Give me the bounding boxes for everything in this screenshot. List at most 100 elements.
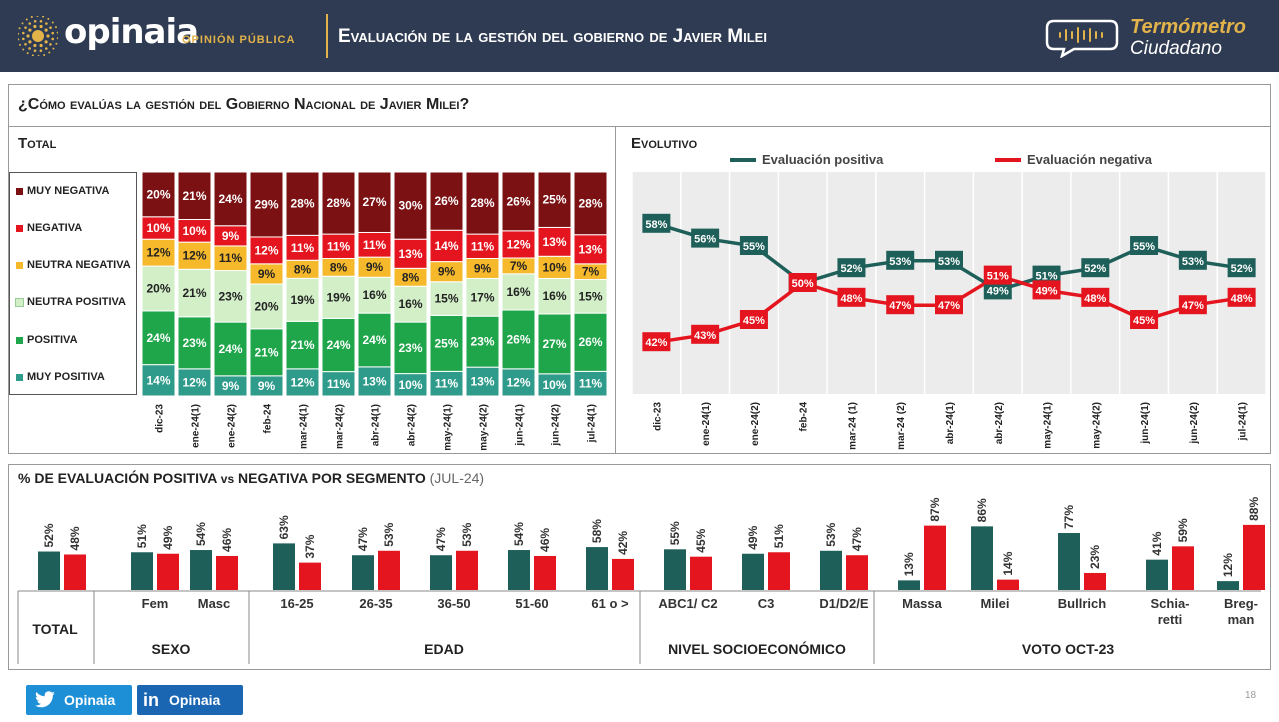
stacked-bar-segment (321, 171, 356, 235)
x-tick-label: feb-24 (263, 404, 274, 434)
segment-bar-value: 88% (1247, 497, 1261, 521)
stacked-bar-segment (177, 171, 212, 221)
sun-dot (45, 22, 48, 25)
stacked-bar-value: 12% (506, 237, 530, 251)
sun-dot (43, 54, 46, 56)
data-label: 45% (743, 315, 765, 327)
data-label: 45% (1133, 315, 1155, 327)
legend-swatch (16, 261, 23, 269)
legend-label: MUY NEGATIVA (27, 185, 110, 197)
stacked-bar-value: 24% (218, 342, 242, 356)
segment-category-label: 16-25 (280, 596, 313, 611)
legend-line (730, 157, 756, 162)
stacked-bar-segment (465, 233, 500, 259)
legend-item-muy-negativa: MUY NEGATIVA (16, 185, 110, 197)
stacked-bar-segment (429, 370, 464, 397)
stacked-bar-segment (393, 171, 428, 240)
sun-dot (26, 52, 29, 55)
stacked-bar-segment (357, 231, 392, 258)
legend-item-muy-positiva: MUY POSITIVA (16, 371, 105, 383)
segment-title-period: (JUL-24) (429, 470, 485, 486)
x-tick-label: abr-24(2) (407, 404, 418, 446)
linkedin-icon: in (143, 689, 159, 710)
stacked-bar-segment (177, 316, 212, 370)
segment-title-b: NEGATIVA POR SEGMENTO (238, 470, 426, 486)
segment-bar (157, 553, 179, 590)
stacked-bar-value: 28% (290, 197, 314, 211)
stacked-bar-segment (285, 234, 320, 261)
stacked-bar-value: 11% (579, 377, 603, 391)
data-label: 52% (1084, 263, 1106, 275)
segment-bar (1058, 533, 1080, 590)
segment-bar (38, 551, 60, 590)
header-divider (326, 14, 328, 58)
segment-bar-value: 55% (668, 521, 682, 545)
stacked-bar-value: 11% (219, 251, 243, 265)
evo-legend-negative: Evaluación negativa (995, 152, 1152, 167)
stacked-bar-value: 13% (398, 247, 422, 261)
stacked-bar-value: 11% (291, 241, 315, 255)
segment-bar (1172, 546, 1194, 590)
segment-bar-chart: 52% 48% 51% 49% Fem 54% 46% Masc 63% 37% 16-25 47% 5… (17, 497, 1265, 664)
stacked-bar-value: 26% (506, 332, 530, 346)
sun-dot (36, 16, 39, 18)
data-label: 51% (987, 271, 1009, 283)
segment-bar-value: 51% (772, 524, 786, 548)
segment-bar-value: 49% (161, 525, 175, 549)
data-label: 48% (1084, 293, 1106, 305)
sun-dot (25, 18, 28, 21)
stacked-bar-value: 12% (182, 249, 206, 263)
sun-dot (49, 26, 52, 30)
segment-bar (768, 552, 790, 590)
twitter-button[interactable]: Opinaia (26, 685, 132, 715)
stacked-bar-segment (537, 313, 572, 375)
data-label-box (1178, 250, 1207, 270)
segment-bar (1243, 524, 1265, 590)
sun-dot (39, 24, 43, 29)
sun-dot (48, 51, 51, 54)
data-label-box (691, 324, 720, 344)
x-tick-label: mar-24(2) (335, 404, 346, 449)
segment-title-a: % DE EVALUACIÓN POSITIVA (18, 470, 217, 486)
stacked-bar-segment (393, 285, 428, 323)
segment-bar-value: 63% (277, 515, 291, 539)
x-tick-label: may-24(1) (1043, 402, 1054, 449)
segment-title-vs: vs (220, 472, 235, 486)
evolution-line-chart: 58% 56% 55% 50% 52% 53% 53% 49% 51% 52% 55% 53% 52% 4… (632, 172, 1266, 450)
segment-bar (586, 547, 608, 590)
segment-category-label: 36-50 (437, 596, 470, 611)
data-label-box (691, 228, 720, 248)
x-tick-label: abr-24(2) (994, 402, 1005, 444)
twitter-label: Opinaia (64, 692, 116, 708)
stacked-bar-value: 24% (326, 338, 350, 352)
sun-dot (18, 32, 20, 35)
stacked-bar-value: 8% (294, 262, 312, 276)
stacked-bar-value: 9% (258, 379, 276, 393)
x-tick-label: may-24(1) (443, 404, 454, 450)
data-label: 56% (694, 234, 716, 246)
data-label-box (837, 258, 866, 278)
segment-bar-value: 53% (460, 522, 474, 546)
segment-bar-value: 46% (538, 528, 552, 552)
ciudadano-label: Ciudadano (1130, 38, 1222, 59)
data-label: 48% (840, 293, 862, 305)
segment-category-label: Masc (198, 596, 231, 611)
legend-line (995, 157, 1021, 162)
sun-dot (33, 49, 37, 53)
stacked-bar-value: 10% (146, 221, 170, 235)
brand-name: opinaia (64, 12, 199, 52)
stacked-bar-value: 14% (434, 239, 458, 253)
stacked-bar-value: 28% (470, 196, 494, 210)
stacked-bar-segment (249, 171, 284, 238)
x-tick-label: dic-23 (652, 402, 663, 431)
segment-bar-value: 59% (1176, 518, 1190, 542)
sun-logo-icon (18, 16, 58, 56)
stacked-bar-segment (465, 366, 500, 397)
stacked-bar-value: 20% (146, 281, 170, 295)
segment-bar-value: 49% (746, 525, 760, 549)
segment-bar (1217, 581, 1239, 590)
x-tick-label: dic-23 (155, 404, 166, 433)
linkedin-button[interactable]: in Opinaia (137, 685, 243, 715)
stacked-bar-value: 25% (542, 193, 566, 207)
sun-dot (49, 43, 52, 46)
